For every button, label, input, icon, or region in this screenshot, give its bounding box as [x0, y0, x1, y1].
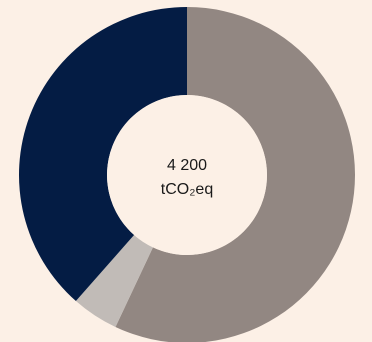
- donut-slice-3: [19, 6, 188, 302]
- donut-slices: [19, 6, 355, 342]
- donut-slice-2: [75, 235, 153, 328]
- center-value-label: 4 200: [167, 157, 207, 174]
- donut-hole: [107, 95, 267, 255]
- donut-slice-1: [115, 7, 355, 342]
- center-unit-label: tCO₂eq: [161, 181, 213, 198]
